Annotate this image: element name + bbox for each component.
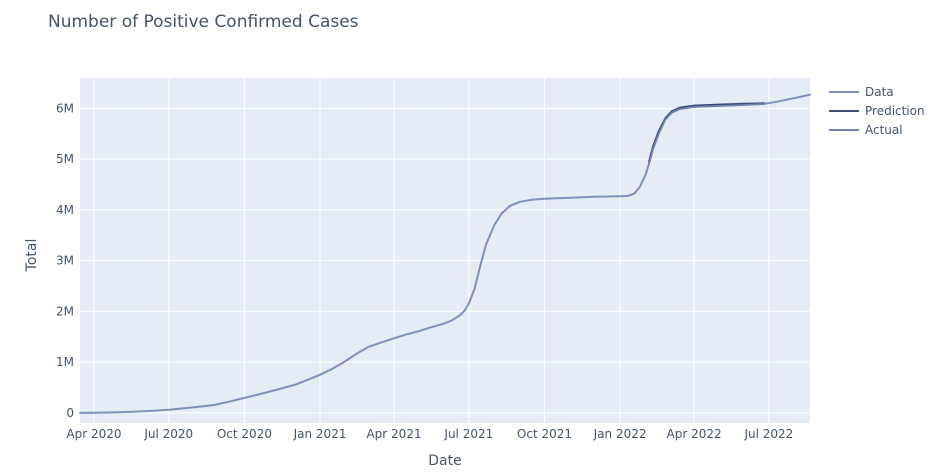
y-tick-label: 4M (56, 203, 74, 217)
y-tick-label: 1M (56, 355, 74, 369)
x-tick-label: Jan 2021 (293, 427, 347, 441)
legend-item-data[interactable]: Data (829, 85, 894, 99)
legend-item-actual[interactable]: Actual (829, 123, 903, 137)
grid-lines (80, 78, 810, 423)
legend-item-prediction[interactable]: Prediction (829, 104, 925, 118)
legend-label: Data (865, 85, 894, 99)
x-axis-title: Date (428, 453, 461, 469)
legend-label: Actual (865, 123, 903, 137)
y-tick-labels: 0 1M 2M 3M 4M 5M 6M (56, 101, 74, 419)
x-tick-label: Jul 2021 (443, 427, 493, 441)
chart-title: Number of Positive Confirmed Cases (48, 12, 359, 32)
x-tick-label: Jan 2022 (593, 427, 647, 441)
x-tick-label: Oct 2021 (517, 427, 572, 441)
x-tick-label: Apr 2021 (366, 427, 421, 441)
x-tick-label: Jul 2020 (143, 427, 193, 441)
series-lines (79, 93, 811, 414)
y-tick-label: 5M (56, 152, 74, 166)
y-tick-label: 0 (66, 406, 74, 420)
y-tick-label: 2M (56, 304, 74, 318)
series-line-prediction (648, 102, 765, 163)
y-axis-title: Total (24, 239, 40, 273)
plot-background (80, 78, 810, 423)
x-tick-label: Apr 2020 (66, 427, 121, 441)
x-tick-label: Oct 2020 (217, 427, 272, 441)
series-line-actual (648, 103, 765, 166)
legend[interactable]: Data Prediction Actual (829, 85, 925, 137)
y-tick-label: 3M (56, 254, 74, 268)
y-tick-label: 6M (56, 101, 74, 115)
x-tick-label: Jul 2022 (743, 427, 793, 441)
x-tick-label: Apr 2022 (667, 427, 722, 441)
legend-label: Prediction (865, 104, 925, 118)
x-tick-labels: Apr 2020 Jul 2020 Oct 2020 Jan 2021 Apr 2021… (66, 427, 793, 441)
